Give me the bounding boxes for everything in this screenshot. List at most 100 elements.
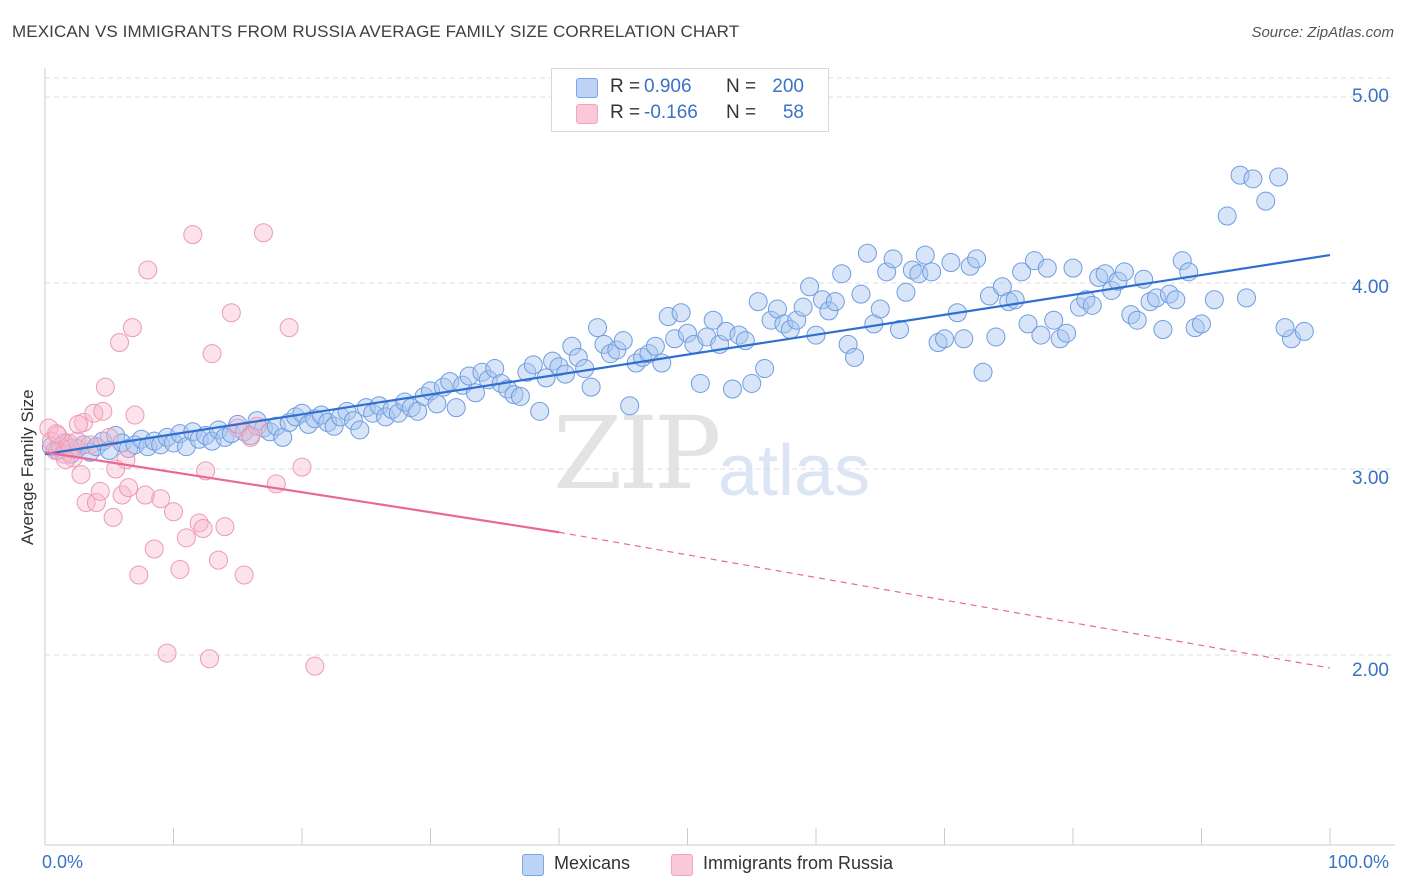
- mexicans-point: [1230, 165, 1250, 185]
- russia-point: [151, 489, 171, 509]
- mexicans-point: [922, 262, 942, 282]
- mexicans-point: [350, 420, 370, 440]
- mexicans-point: [305, 409, 325, 429]
- russia-point: [279, 318, 299, 338]
- mexicans-point: [1256, 191, 1276, 211]
- mexicans-point: [883, 249, 903, 269]
- mexicans-point: [588, 318, 608, 338]
- russia-point: [199, 649, 219, 669]
- mexicans-point: [979, 286, 999, 306]
- mexicans-point: [755, 359, 775, 379]
- russia-point: [122, 318, 142, 338]
- mexicans-point: [446, 398, 466, 418]
- mexicans-point: [928, 333, 948, 353]
- russia-point: [189, 513, 209, 533]
- y-tick-label: 5.00: [1352, 86, 1389, 107]
- watermark-zip: ZIP: [553, 395, 721, 512]
- mexicans-point: [671, 303, 691, 323]
- russia-point: [68, 414, 88, 434]
- mexicans-point: [549, 357, 569, 377]
- russia-point: [164, 502, 183, 522]
- mexicans-point: [1031, 325, 1051, 345]
- mexicans-point: [607, 340, 627, 360]
- mexicans-trend-line: [44, 254, 1331, 456]
- russia-point: [215, 517, 235, 537]
- y-tick-label: 3.00: [1352, 468, 1389, 489]
- mexicans-point: [504, 385, 524, 405]
- russia-point: [86, 492, 106, 512]
- mexicans-point: [388, 403, 408, 423]
- russia-point: [234, 565, 254, 585]
- mexicans-point: [1057, 323, 1077, 343]
- mexicans-point: [600, 344, 620, 364]
- mexicans-point: [1294, 321, 1314, 341]
- russia-point: [135, 485, 155, 505]
- mexicans-point: [1192, 314, 1211, 334]
- russia-point: [196, 461, 216, 481]
- mexicans-point: [472, 362, 492, 382]
- russia-point: [241, 427, 261, 447]
- mexicans-point: [722, 379, 742, 399]
- chart-title: MEXICAN VS IMMIGRANTS FROM RUSSIA AVERAG…: [12, 22, 740, 41]
- mexicans-point: [1172, 251, 1192, 271]
- mexicans-point: [318, 413, 338, 432]
- mexicans-point: [954, 329, 974, 349]
- mexicans-point: [459, 366, 479, 386]
- bottom-legend-swatch-blue: [522, 854, 544, 876]
- mexicans-point: [986, 327, 1006, 347]
- mexicans-point: [890, 320, 910, 339]
- russia-point: [305, 656, 325, 676]
- mexicans-point: [427, 394, 447, 414]
- mexicans-point: [510, 386, 530, 406]
- mexicans-point: [645, 336, 665, 356]
- russia-point: [144, 539, 164, 559]
- mexicans-point: [1185, 318, 1205, 338]
- mexicans-point: [742, 373, 762, 393]
- mexicans-point: [1153, 320, 1173, 339]
- mexicans-point: [902, 260, 922, 280]
- mexicans-point: [1037, 258, 1057, 278]
- russia-point: [80, 435, 100, 455]
- legend-n-value: 200: [772, 76, 804, 97]
- y-tick-label: 2.00: [1352, 660, 1389, 681]
- russia-point: [202, 344, 222, 364]
- mexicans-point: [1140, 292, 1160, 312]
- mexicans-point: [832, 264, 852, 284]
- mexicans-point: [376, 407, 396, 427]
- russia-point: [170, 559, 190, 579]
- mexicans-point: [896, 282, 916, 302]
- mexicans-point: [1243, 169, 1263, 189]
- mexicans-point: [215, 427, 235, 447]
- mexicans-point: [1114, 262, 1134, 282]
- mexicans-point: [530, 401, 550, 421]
- watermark-atlas: atlas: [718, 431, 871, 511]
- y-tick-label: 4.00: [1352, 277, 1389, 298]
- mexicans-point: [208, 420, 228, 440]
- mexicans-point: [594, 334, 614, 354]
- mexicans-point: [935, 329, 954, 349]
- mexicans-point: [761, 310, 781, 330]
- legend-r-value: 0.906: [644, 76, 692, 97]
- mexicans-point: [1236, 288, 1256, 308]
- mexicans-point: [941, 253, 961, 273]
- russia-point: [90, 481, 110, 501]
- mexicans-point: [1275, 318, 1295, 338]
- mexicans-point: [973, 362, 993, 382]
- mexicans-point: [1063, 258, 1083, 278]
- russia-point: [110, 333, 130, 353]
- mexicans-point: [703, 310, 723, 330]
- mexicans-point: [324, 416, 344, 436]
- mexicans-point: [119, 439, 139, 459]
- mexicans-point: [845, 347, 865, 367]
- mexicans-point: [639, 344, 659, 364]
- legend-swatch-blue: [576, 78, 598, 98]
- russia-point: [221, 303, 241, 323]
- russia-point: [93, 401, 113, 421]
- mexicans-point: [851, 284, 871, 304]
- mexicans-point: [857, 243, 877, 263]
- mexicans-point: [1108, 271, 1128, 291]
- russia-point: [103, 507, 123, 527]
- russia-point: [193, 519, 213, 539]
- russia-point: [138, 260, 158, 280]
